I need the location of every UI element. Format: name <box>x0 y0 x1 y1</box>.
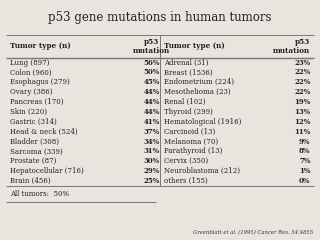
Text: 41%: 41% <box>144 118 160 126</box>
Text: Tumor type (n): Tumor type (n) <box>164 42 225 50</box>
Text: Endometrium (224): Endometrium (224) <box>164 78 235 86</box>
Text: Parathyroid (13): Parathyroid (13) <box>164 147 223 156</box>
Text: p53 gene mutations in human tumors: p53 gene mutations in human tumors <box>48 11 272 24</box>
Text: 22%: 22% <box>294 68 310 76</box>
Text: 9%: 9% <box>299 138 310 145</box>
Text: Cervix (350): Cervix (350) <box>164 157 209 165</box>
Text: 31%: 31% <box>144 147 160 156</box>
Text: Mesothelioma (23): Mesothelioma (23) <box>164 88 231 96</box>
Text: Skin (220): Skin (220) <box>10 108 47 116</box>
Text: 7%: 7% <box>299 157 310 165</box>
Text: 0%: 0% <box>299 177 310 185</box>
Text: All tumors:  50%: All tumors: 50% <box>10 190 69 198</box>
Text: Pancreas (170): Pancreas (170) <box>10 98 63 106</box>
Text: 8%: 8% <box>299 147 310 156</box>
Text: Neuroblastoma (212): Neuroblastoma (212) <box>164 167 241 175</box>
Text: Bladder (308): Bladder (308) <box>10 138 59 145</box>
Text: Esophagus (279): Esophagus (279) <box>10 78 69 86</box>
Text: Adrenal (31): Adrenal (31) <box>164 59 209 66</box>
Text: Renal (102): Renal (102) <box>164 98 206 106</box>
Text: p53
mutation: p53 mutation <box>273 38 310 55</box>
Text: 25%: 25% <box>144 177 160 185</box>
Text: 29%: 29% <box>144 167 160 175</box>
Text: 1%: 1% <box>299 167 310 175</box>
Text: 44%: 44% <box>144 98 160 106</box>
Text: 45%: 45% <box>144 78 160 86</box>
Text: 44%: 44% <box>144 108 160 116</box>
Text: 13%: 13% <box>294 108 310 116</box>
Text: 22%: 22% <box>294 88 310 96</box>
Text: 37%: 37% <box>144 128 160 136</box>
Text: Hepatocellular (716): Hepatocellular (716) <box>10 167 83 175</box>
Text: Thyroid (299): Thyroid (299) <box>164 108 213 116</box>
Text: Brain (456): Brain (456) <box>10 177 50 185</box>
Text: 23%: 23% <box>294 59 310 66</box>
Text: Carcinoid (13): Carcinoid (13) <box>164 128 216 136</box>
Text: Greenblatt et al. (1995) Cancer Res. 54:4855: Greenblatt et al. (1995) Cancer Res. 54:… <box>193 230 314 235</box>
Text: 30%: 30% <box>144 157 160 165</box>
Text: p53
mutation: p53 mutation <box>133 38 170 55</box>
Text: 34%: 34% <box>144 138 160 145</box>
Text: Colon (960): Colon (960) <box>10 68 51 76</box>
Text: 44%: 44% <box>144 88 160 96</box>
Text: 12%: 12% <box>294 118 310 126</box>
Text: Prostate (87): Prostate (87) <box>10 157 56 165</box>
Text: Ovary (386): Ovary (386) <box>10 88 52 96</box>
Text: Hematological (1916): Hematological (1916) <box>164 118 242 126</box>
Text: Head & neck (524): Head & neck (524) <box>10 128 77 136</box>
Text: 56%: 56% <box>143 59 160 66</box>
Text: Lung (897): Lung (897) <box>10 59 49 66</box>
Text: Melanoma (70): Melanoma (70) <box>164 138 219 145</box>
Text: Tumor type (n): Tumor type (n) <box>10 42 70 50</box>
Text: 22%: 22% <box>294 78 310 86</box>
Text: 11%: 11% <box>294 128 310 136</box>
Text: others (155): others (155) <box>164 177 208 185</box>
Text: 19%: 19% <box>294 98 310 106</box>
Text: Breast (1536): Breast (1536) <box>164 68 213 76</box>
Text: 50%: 50% <box>144 68 160 76</box>
Text: Gastric (314): Gastric (314) <box>10 118 56 126</box>
Text: Sarcoma (339): Sarcoma (339) <box>10 147 62 156</box>
